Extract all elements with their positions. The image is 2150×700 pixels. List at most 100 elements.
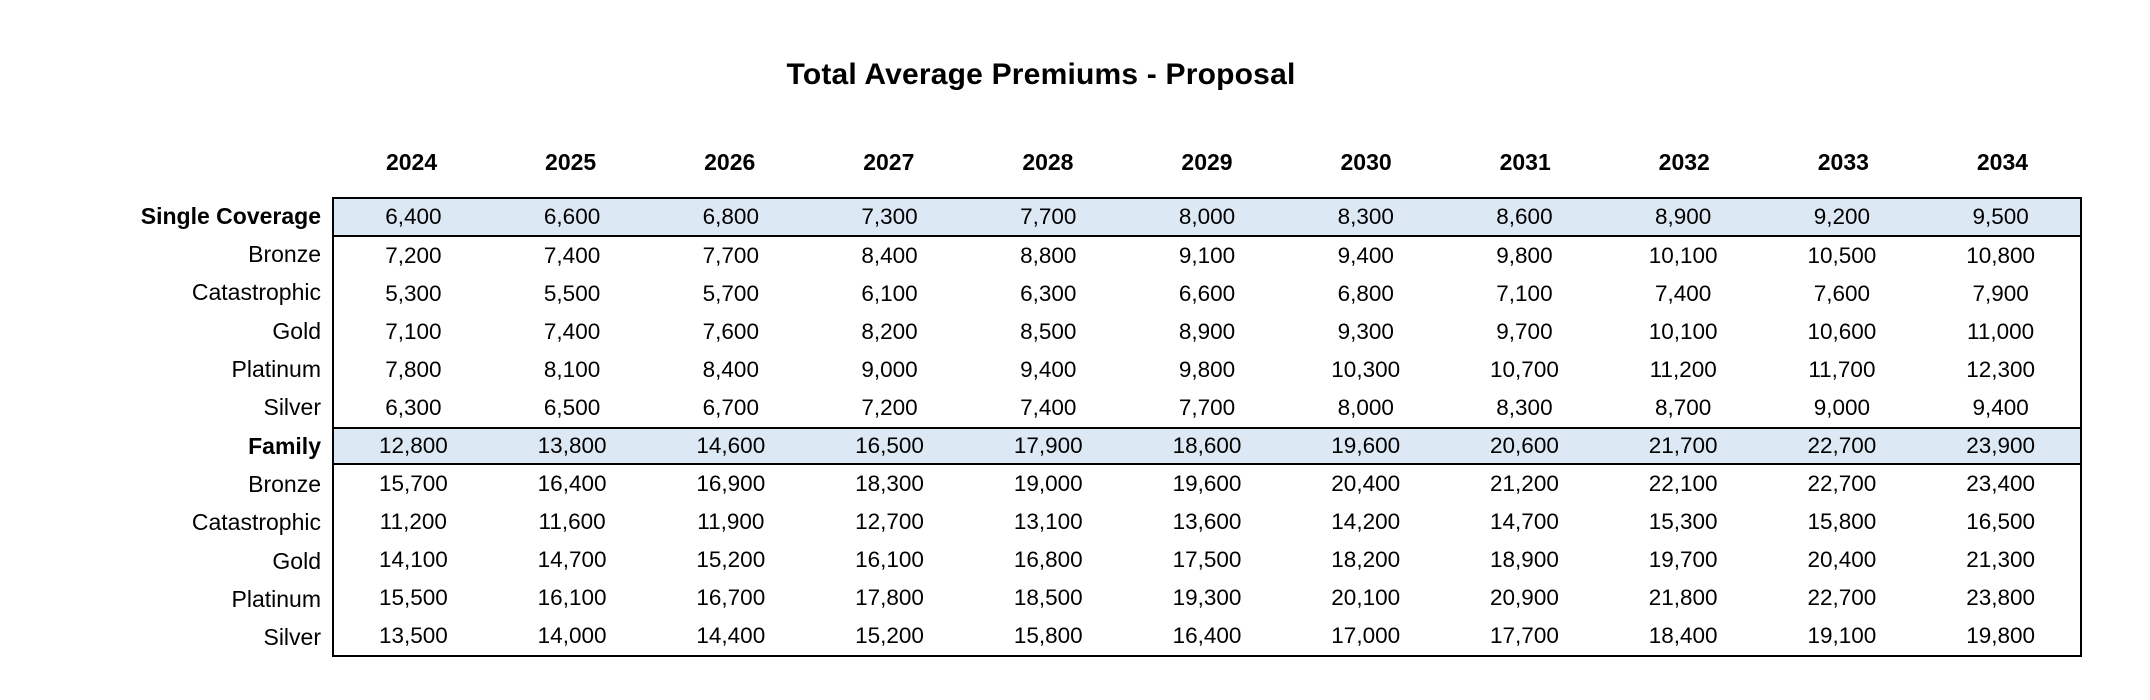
data-cell: 14,700 [1490, 509, 1559, 534]
data-cell: 19,700 [1648, 547, 1718, 572]
data-cell: 11,700 [1808, 357, 1876, 382]
data-cell: 18,500 [1013, 585, 1083, 610]
data-cell: 18,900 [1490, 547, 1559, 572]
data-cell: 10,600 [1807, 319, 1877, 344]
data-cell: 7,400 [1020, 395, 1077, 420]
data-cell: 8,300 [1286, 199, 1446, 237]
data-cell: 16,400 [1172, 623, 1242, 648]
data-cell: 7,200 [861, 395, 918, 420]
data-cell: 7,400 [543, 319, 601, 344]
row-label-catastrophic: Catastrophic [191, 509, 321, 536]
data-cell: 13,800 [492, 427, 652, 465]
data-cell: 23,400 [1966, 471, 2036, 496]
data-grid: 6,400 6,600 6,800 7,300 7,700 8,000 8,300 8,600… [332, 197, 2082, 657]
data-cell: 18,600 [1127, 427, 1287, 465]
year-header-2034: 2034 [1976, 148, 2029, 175]
row-label-gold: Gold [272, 317, 321, 344]
data-cell: 14,400 [696, 623, 766, 648]
data-cell: 16,500 [1966, 509, 2036, 534]
data-cell: 11,900 [697, 509, 765, 534]
data-cell: 6,800 [651, 199, 811, 237]
data-cell: 10,100 [1648, 319, 1718, 344]
data-cell: 12,300 [1966, 357, 2036, 382]
data-cell: 6,500 [543, 395, 601, 420]
table-title: Total Average Premiums - Proposal [786, 58, 1296, 91]
data-cell: 22,700 [1762, 427, 1922, 465]
data-cell: 10,700 [1490, 357, 1559, 382]
data-cell: 14,000 [537, 623, 607, 648]
data-cell: 20,100 [1331, 585, 1401, 610]
data-cell: 7,700 [1178, 395, 1236, 420]
data-cell: 15,500 [378, 585, 448, 610]
year-header-2032: 2032 [1658, 148, 1710, 175]
data-cell: 14,100 [378, 547, 448, 572]
data-cell: 15,700 [378, 471, 448, 496]
data-cell: 6,700 [702, 395, 759, 420]
data-cell: 6,100 [861, 281, 918, 306]
data-cell: 19,800 [1966, 623, 2036, 648]
data-cell: 8,000 [1337, 395, 1394, 420]
data-cell: 9,000 [1813, 395, 1871, 420]
data-cell: 21,200 [1490, 471, 1559, 496]
data-cell: 6,600 [1178, 281, 1236, 306]
year-header-2031: 2031 [1499, 148, 1551, 175]
data-cell: 7,700 [968, 199, 1128, 237]
data-cell: 11,000 [1967, 319, 2035, 344]
row-label-silver: Silver [263, 624, 321, 651]
data-cell: 8,900 [1603, 199, 1763, 237]
data-cell: 9,000 [861, 357, 918, 382]
row-label-platinum: Platinum [231, 355, 321, 382]
data-cell: 16,900 [696, 471, 766, 496]
row-label-catastrophic: Catastrophic [191, 279, 321, 306]
data-cell: 12,800 [334, 427, 493, 465]
year-header-2030: 2030 [1340, 148, 1392, 175]
data-cell: 9,400 [1020, 357, 1077, 382]
year-header-2027: 2027 [863, 148, 915, 175]
data-cell: 16,400 [537, 471, 607, 496]
data-cell: 7,600 [702, 319, 759, 344]
data-cell: 23,800 [1966, 585, 2036, 610]
data-cell: 8,000 [1127, 199, 1287, 237]
data-cell: 17,900 [968, 427, 1128, 465]
data-cell: 19,600 [1172, 471, 1242, 496]
year-header-2024: 2024 [385, 148, 438, 175]
row-label-bronze: Bronze [248, 240, 321, 267]
data-cell: 8,300 [1496, 395, 1553, 420]
data-cell: 13,600 [1172, 509, 1242, 534]
year-header-row: 2024 2025 2026 2027 2028 2029 2030 2031 2032 2033… [332, 140, 2082, 184]
data-cell: 7,300 [810, 199, 969, 237]
data-cell: 9,400 [1337, 243, 1394, 268]
data-cell: 7,900 [1972, 281, 2029, 306]
data-cell: 7,700 [702, 243, 759, 268]
data-cell: 10,300 [1331, 357, 1401, 382]
data-cell: 9,400 [1972, 395, 2029, 420]
data-cell: 20,400 [1331, 471, 1401, 496]
data-cell: 15,800 [1013, 623, 1083, 648]
data-cell: 9,800 [1496, 243, 1553, 268]
data-cell: 20,900 [1490, 585, 1559, 610]
data-cell: 5,300 [385, 281, 442, 306]
data-cell: 7,400 [543, 243, 601, 268]
data-cell: 11,200 [379, 509, 447, 534]
year-header-2025: 2025 [545, 148, 597, 175]
data-cell: 19,600 [1286, 427, 1446, 465]
data-cell: 7,800 [385, 357, 442, 382]
data-cell: 17,500 [1172, 547, 1242, 572]
data-cell: 14,700 [537, 547, 607, 572]
row-label-column: Single Coverage Bronze Catastrophic Gold Pla… [0, 197, 332, 657]
data-cell: 20,400 [1807, 547, 1877, 572]
data-cell: 7,600 [1813, 281, 1871, 306]
data-cell: 8,600 [1445, 199, 1604, 237]
year-header-2029: 2029 [1181, 148, 1233, 175]
data-cell: 8,700 [1655, 395, 1712, 420]
data-cell: 8,800 [1020, 243, 1077, 268]
data-cell: 16,700 [696, 585, 766, 610]
data-cell: 11,600 [538, 509, 606, 534]
data-cell: 21,700 [1603, 427, 1763, 465]
data-cell: 14,600 [651, 427, 811, 465]
data-cell: 22,700 [1807, 585, 1877, 610]
data-cell: 20,600 [1445, 427, 1604, 465]
data-cell: 9,700 [1496, 319, 1553, 344]
data-cell: 9,200 [1762, 199, 1922, 237]
